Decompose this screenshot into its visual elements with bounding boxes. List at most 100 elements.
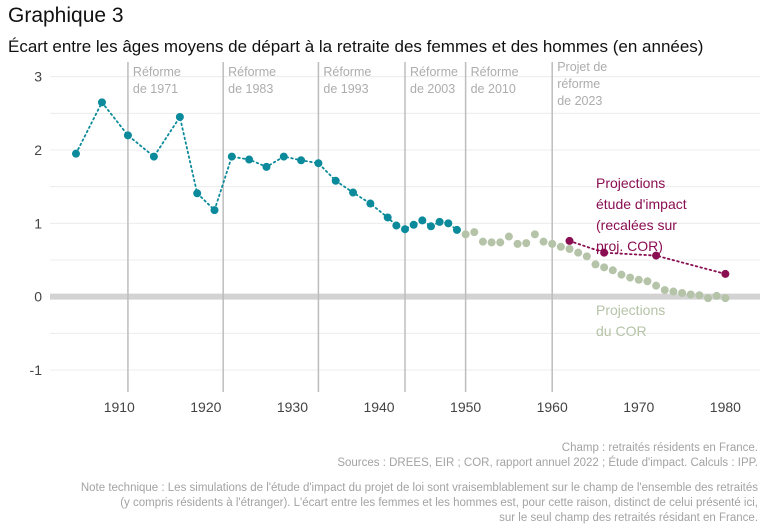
reform-label: Réforme: [323, 65, 371, 79]
historical-point: [366, 199, 375, 208]
impact-series-line: [568, 240, 727, 275]
cor-point: [608, 266, 617, 275]
historical-point: [426, 222, 435, 231]
historical-point: [71, 149, 80, 158]
cor-point: [617, 270, 626, 279]
reform-label: de 2010: [471, 82, 516, 96]
x-tick-label: 1940: [363, 399, 394, 415]
cor-point: [643, 277, 652, 286]
cor-point: [470, 228, 479, 237]
cor-point: [686, 290, 695, 299]
cor-point: [565, 245, 574, 253]
cor-point: [548, 239, 557, 248]
cor-point: [478, 237, 487, 246]
cor-point: [626, 273, 635, 282]
historical-point: [452, 225, 461, 234]
historical-point: [123, 131, 132, 140]
reform-label: Réforme: [133, 65, 181, 79]
cor-annotation: Projections: [596, 302, 665, 318]
x-tick-label: 1980: [710, 399, 741, 415]
reform-label: Réforme: [471, 65, 519, 79]
historical-point: [175, 113, 184, 121]
cor-point: [600, 263, 609, 272]
chart-subtitle: Écart entre les âges moyens de départ à …: [8, 37, 704, 56]
historical-point: [227, 152, 236, 161]
footer-sources: Sources : DREES, EIR ; COR, rapport annu…: [337, 457, 758, 469]
reform-label: de 1983: [228, 82, 273, 96]
footer-note-line: sur le seul champ des retraités résidant…: [499, 512, 758, 524]
footer-note-line: Note technique : Les simulations de l'ét…: [80, 482, 758, 494]
footer-champ: Champ : retraités résidents en France.: [561, 442, 758, 454]
reform-label: Réforme: [410, 65, 458, 79]
cor-annotation: du COR: [596, 323, 647, 339]
cor-point: [487, 238, 496, 247]
cor-point: [695, 291, 704, 300]
reform-label: Réforme: [228, 65, 276, 79]
x-tick-label: 1920: [190, 399, 221, 415]
cor-point: [530, 230, 539, 239]
footer-note: Note technique : Les simulations de l'ét…: [81, 481, 758, 526]
historical-point: [279, 152, 288, 161]
cor-point: [591, 260, 600, 269]
cor-point: [504, 232, 513, 241]
historical-point: [435, 217, 444, 226]
cor-point: [704, 294, 713, 303]
y-tick-label: -1: [30, 362, 43, 378]
cor-point: [496, 238, 505, 247]
impact-point: [721, 269, 730, 278]
cor-point: [556, 242, 565, 251]
reform-label: réforme: [557, 77, 600, 91]
cor-point: [513, 239, 522, 248]
historical-point: [193, 189, 202, 198]
y-tick-label: 1: [34, 215, 42, 231]
x-tick-label: 1960: [537, 399, 568, 415]
historical-point: [418, 216, 427, 225]
historical-point: [383, 213, 392, 222]
y-tick-label: 0: [34, 289, 42, 305]
cor-point: [574, 248, 583, 257]
impact-annotation: (recalées sur: [596, 217, 677, 233]
historical-point: [97, 98, 106, 107]
historical-point: [210, 206, 219, 215]
cor-point: [582, 252, 591, 261]
x-tick-label: 1970: [623, 399, 654, 415]
historical-point: [392, 221, 401, 230]
cor-point: [712, 291, 721, 300]
impact-point: [652, 251, 661, 260]
footer-note-line: (y compris résidents à l'étranger). L'éc…: [120, 497, 758, 509]
cor-point: [522, 239, 531, 248]
historical-point: [297, 156, 306, 165]
cor-point: [634, 275, 643, 284]
historical-point: [349, 188, 358, 197]
historical-point: [314, 159, 323, 168]
x-tick-label: 1910: [104, 399, 135, 415]
y-tick-label: 2: [34, 142, 42, 158]
impact-annotation: proj. COR): [596, 238, 663, 254]
historical-point: [262, 162, 271, 171]
impact-annotation: étude d'impact: [596, 196, 687, 212]
y-tick-label: 3: [34, 69, 42, 85]
reform-label: de 1971: [133, 82, 178, 96]
chart-title: Graphique 3: [8, 4, 124, 27]
reform-label: de 1993: [323, 82, 368, 96]
cor-point: [539, 237, 548, 246]
reform-label: de 2003: [410, 82, 455, 96]
cor-point: [652, 281, 661, 290]
historical-point: [409, 220, 418, 229]
historical-point: [245, 155, 254, 164]
impact-annotation: Projections: [596, 175, 665, 191]
impact-point: [600, 248, 609, 257]
cor-point: [721, 294, 730, 303]
cor-point: [660, 286, 669, 295]
cor-point: [461, 230, 470, 239]
impact-point: [565, 236, 574, 245]
reform-label: de 2023: [557, 94, 602, 108]
reform-label: Projet de: [557, 60, 607, 74]
x-tick-label: 1930: [277, 399, 308, 415]
cor-point: [678, 289, 687, 297]
historical-point: [331, 176, 340, 185]
historical-point: [444, 219, 453, 228]
historical-point: [149, 152, 158, 161]
cor-point: [669, 287, 678, 296]
